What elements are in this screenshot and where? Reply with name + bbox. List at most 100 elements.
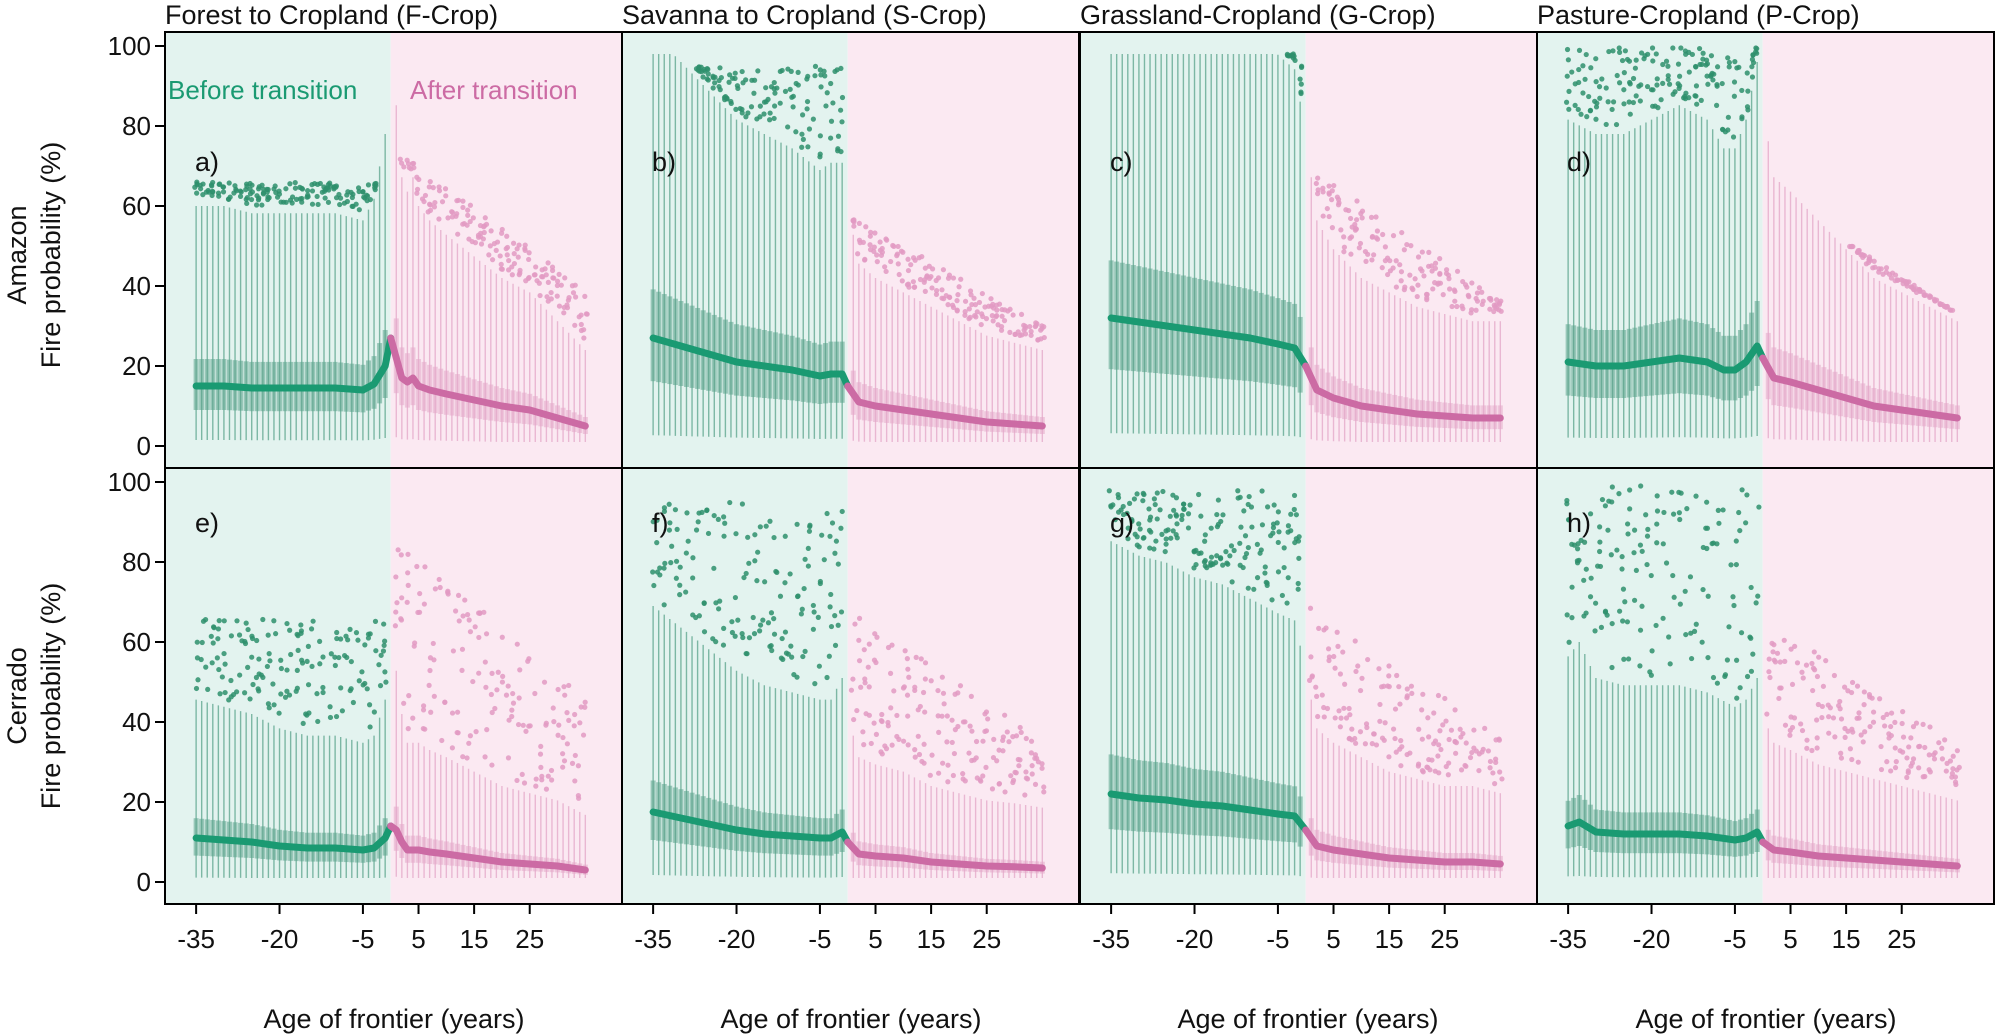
before-outlier-point — [238, 189, 244, 195]
before-outlier-point — [802, 556, 808, 562]
after-outlier-point — [1443, 267, 1450, 273]
before-outlier-point — [381, 642, 387, 649]
before-outlier-point — [826, 653, 832, 659]
after-outlier-point — [405, 161, 412, 167]
before-outlier-point — [802, 648, 808, 654]
after-outlier-point — [470, 215, 476, 221]
before-outlier-point — [835, 133, 842, 139]
after-trend-line — [387, 334, 589, 430]
before-outlier-point — [372, 618, 379, 624]
before-outlier-point — [832, 642, 839, 648]
before-outlier-point — [1298, 81, 1304, 87]
after-outlier-point — [954, 308, 960, 314]
after-outlier-point — [878, 717, 884, 724]
before-outlier-point — [365, 182, 372, 188]
before-outlier-point — [1599, 496, 1606, 503]
before-outlier-point — [372, 185, 378, 191]
before-outlier-point — [1597, 524, 1603, 530]
after-outlier-point — [1870, 709, 1877, 715]
after-outlier-point — [1899, 720, 1905, 727]
after-outlier-point — [922, 265, 928, 271]
after-outlier-point — [1789, 681, 1796, 688]
after-outlier-point — [1315, 175, 1321, 181]
before-outlier-point — [1285, 575, 1291, 581]
after-outlier-point — [898, 248, 905, 254]
after-outlier-point — [1777, 685, 1783, 691]
before-outlier-point — [1227, 553, 1233, 559]
after-outlier-point — [554, 293, 560, 299]
after-outlier-point — [564, 710, 570, 716]
after-outlier-point — [1362, 248, 1369, 255]
before-outlier-point — [1619, 554, 1625, 560]
before-outlier-point — [739, 106, 745, 113]
after-outlier-point — [1308, 654, 1314, 660]
after-outlier-point — [994, 758, 1000, 764]
before-outlier-point — [1596, 84, 1603, 90]
after-outlier-point — [569, 760, 576, 766]
before-outlier-point — [356, 207, 362, 213]
before-outlier-point — [348, 658, 354, 665]
col-title-s-crop: Savanna to Cropland (S-Crop) — [622, 0, 987, 30]
before-outlier-point — [1202, 532, 1208, 538]
after-outlier-point — [1469, 749, 1475, 756]
before-outlier-point — [382, 669, 388, 675]
before-outlier-point — [1699, 639, 1705, 645]
after-outlier-point — [1417, 266, 1424, 272]
before-outlier-point — [1660, 61, 1666, 68]
x-tick-label: 15 — [1832, 924, 1861, 954]
after-outlier-point — [1325, 646, 1332, 652]
before-outlier-point — [272, 183, 278, 189]
after-outlier-point — [449, 209, 456, 215]
before-outlier-point — [1593, 600, 1599, 606]
before-outlier-point — [690, 555, 696, 561]
after-outlier-point — [405, 551, 411, 557]
after-outlier-point — [1443, 718, 1449, 724]
after-outlier-point — [1331, 182, 1337, 189]
after-outlier-point — [1493, 759, 1499, 766]
before-outlier-point — [751, 90, 757, 96]
before-outlier-point — [810, 116, 816, 122]
after-outlier-point — [1460, 306, 1466, 312]
after-outlier-point — [921, 279, 927, 285]
before-outlier-point — [1215, 497, 1221, 503]
after-outlier-point — [883, 746, 890, 752]
after-outlier-point — [940, 267, 947, 273]
before-outlier-point — [1597, 95, 1603, 101]
before-outlier-point — [1630, 99, 1637, 106]
before-outlier-point — [314, 193, 320, 200]
after-outlier-point — [581, 335, 587, 341]
after-outlier-point — [414, 186, 421, 192]
after-outlier-point — [452, 608, 459, 614]
before-outlier-point — [1716, 520, 1722, 526]
before-outlier-point — [247, 186, 253, 192]
after-outlier-point — [936, 770, 942, 776]
after-outlier-point — [1326, 191, 1332, 197]
col-title-f-crop: Forest to Cropland (F-Crop) — [165, 0, 498, 30]
after-outlier-point — [482, 215, 488, 221]
after-outlier-point — [1352, 638, 1358, 644]
after-outlier-point — [549, 264, 556, 270]
before-outlier-point — [800, 136, 806, 142]
y-tick-label: 20 — [122, 787, 151, 817]
panel-b: b) — [621, 31, 1080, 469]
after-outlier-point — [1000, 748, 1006, 754]
before-outlier-point — [767, 117, 773, 123]
before-outlier-point — [1265, 504, 1271, 510]
after-outlier-point — [545, 260, 551, 266]
after-outlier-point — [867, 233, 873, 239]
after-outlier-point — [489, 762, 495, 768]
before-outlier-point — [749, 77, 755, 83]
after-outlier-point — [488, 691, 494, 698]
before-outlier-point — [662, 560, 668, 566]
after-outlier-point — [459, 646, 466, 652]
before-outlier-point — [651, 582, 657, 589]
before-outlier-point — [693, 527, 700, 533]
after-outlier-point — [473, 729, 479, 735]
before-outlier-point — [1666, 81, 1673, 87]
after-outlier-point — [879, 711, 885, 718]
after-outlier-point — [850, 217, 856, 223]
before-outlier-point — [806, 528, 813, 534]
before-outlier-point — [1285, 523, 1292, 529]
before-outlier-point — [1124, 510, 1130, 516]
before-outlier-point — [1204, 565, 1210, 571]
